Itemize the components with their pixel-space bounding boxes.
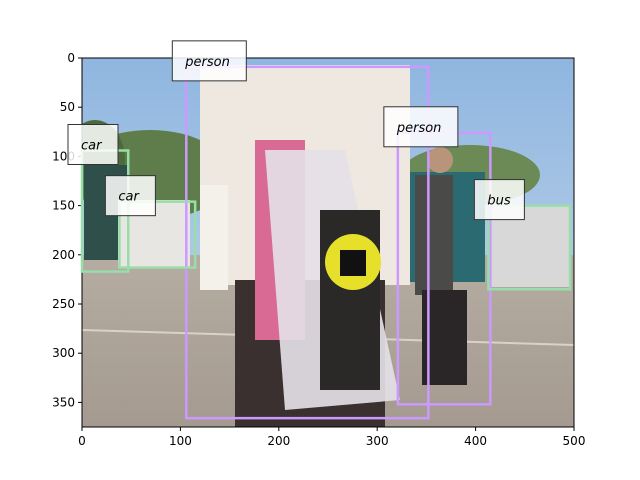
y-tick-label: 0 [67, 51, 75, 65]
bbox-label-bus: bus [473, 179, 525, 221]
y-tick-label: 200 [52, 248, 75, 262]
x-tick-label: 200 [267, 434, 290, 448]
x-tick-label: 400 [464, 434, 487, 448]
y-tick-label: 350 [52, 395, 75, 409]
y-tick-label: 150 [52, 199, 75, 213]
bbox-label-person: person [383, 106, 459, 148]
bbox-bus [487, 204, 572, 291]
bbox-label-car: car [67, 123, 119, 165]
y-tick-label: 50 [60, 100, 75, 114]
label-box [383, 106, 459, 148]
bbox-label-car: car [104, 175, 156, 217]
label-text: bus [487, 194, 510, 209]
x-tick-label: 0 [78, 434, 86, 448]
label-text: person [184, 55, 230, 70]
x-tick-label: 500 [563, 434, 586, 448]
y-tick-label: 300 [52, 346, 75, 360]
bbox-person [185, 65, 430, 420]
bbox-label-person: person [171, 40, 247, 82]
label-box [104, 175, 156, 217]
x-tick-label: 100 [169, 434, 192, 448]
label-text: person [396, 121, 442, 136]
detection-labels: person person car car bus [67, 40, 525, 221]
x-axis: 0 100 200 300 400 500 [78, 427, 585, 448]
label-box [171, 40, 247, 82]
bbox-car [118, 200, 197, 269]
label-box [473, 179, 525, 221]
x-tick-label: 300 [366, 434, 389, 448]
label-text: car [81, 138, 103, 153]
label-box [67, 123, 119, 165]
label-text: car [118, 190, 140, 205]
photo-background [82, 58, 574, 427]
y-tick-label: 250 [52, 297, 75, 311]
